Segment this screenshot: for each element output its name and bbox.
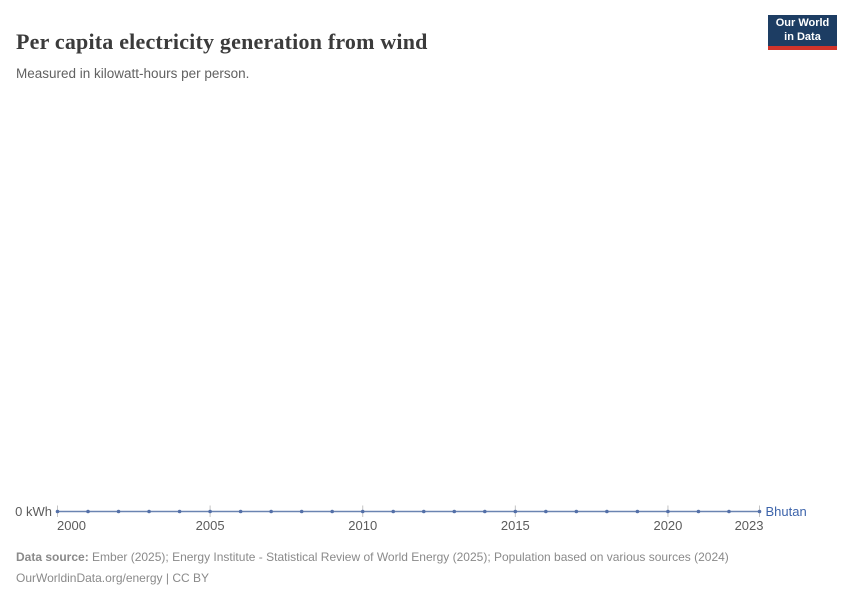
data-point-bhutan-2016[interactable] [544, 509, 548, 514]
license-link[interactable]: CC BY [172, 571, 209, 585]
owid-logo-line1: Our World [775, 16, 830, 29]
owid-logo[interactable]: Our World in Data [768, 15, 837, 50]
data-point-bhutan-2008[interactable] [299, 509, 304, 514]
data-point-bhutan-2017[interactable] [574, 509, 579, 514]
data-point-bhutan-2012[interactable] [421, 509, 426, 514]
y-axis-label: 0 kWh [15, 504, 52, 519]
owid-logo-line2: in Data [784, 30, 821, 43]
data-point-bhutan-2002[interactable] [116, 509, 121, 514]
data-point-bhutan-2019[interactable] [635, 509, 640, 514]
data-point-bhutan-2006[interactable] [238, 509, 243, 514]
data-point-bhutan-2013[interactable] [452, 509, 457, 514]
data-source-line: Data source: Ember (2025); Energy Instit… [16, 547, 816, 568]
data-point-bhutan-2014[interactable] [483, 509, 487, 514]
license-separator: | [162, 571, 173, 585]
series-label-bhutan[interactable]: Bhutan [766, 504, 807, 519]
data-point-bhutan-2005[interactable] [208, 509, 212, 514]
data-point-bhutan-2007[interactable] [269, 509, 273, 514]
data-point-bhutan-2009[interactable] [330, 509, 334, 514]
data-point-bhutan-2023[interactable] [757, 509, 762, 514]
chart-footer: Data source: Ember (2025); Energy Instit… [16, 547, 816, 589]
x-axis-label-2015: 2015 [501, 518, 530, 533]
data-point-bhutan-2015[interactable] [513, 509, 518, 514]
data-point-bhutan-2011[interactable] [391, 509, 396, 514]
data-point-bhutan-2021[interactable] [696, 509, 701, 514]
page-title: Per capita electricity generation from w… [16, 28, 428, 54]
x-axis-label-2023: 2023 [735, 518, 764, 533]
data-point-bhutan-2020[interactable] [666, 509, 670, 514]
data-point-bhutan-2004[interactable] [177, 509, 182, 514]
x-axis-label-2000: 2000 [57, 518, 86, 533]
data-point-bhutan-2010[interactable] [360, 509, 365, 514]
data-point-bhutan-2000[interactable] [55, 509, 60, 514]
chart-subtitle: Measured in kilowatt-hours per person. [16, 65, 250, 81]
data-point-bhutan-2022[interactable] [727, 509, 731, 514]
data-source-text: Ember (2025); Energy Institute - Statist… [88, 550, 729, 564]
data-source-label: Data source: [16, 550, 89, 564]
data-point-bhutan-2018[interactable] [605, 509, 609, 514]
data-point-bhutan-2003[interactable] [147, 509, 151, 514]
data-point-bhutan-2001[interactable] [86, 509, 90, 514]
owid-url-link[interactable]: OurWorldinData.org/energy [16, 571, 163, 585]
license-line: OurWorldinData.org/energy | CC BY [16, 568, 816, 589]
x-axis-label-2005: 2005 [196, 518, 225, 533]
x-axis-label-2020: 2020 [653, 518, 682, 533]
x-axis-label-2010: 2010 [348, 518, 377, 533]
